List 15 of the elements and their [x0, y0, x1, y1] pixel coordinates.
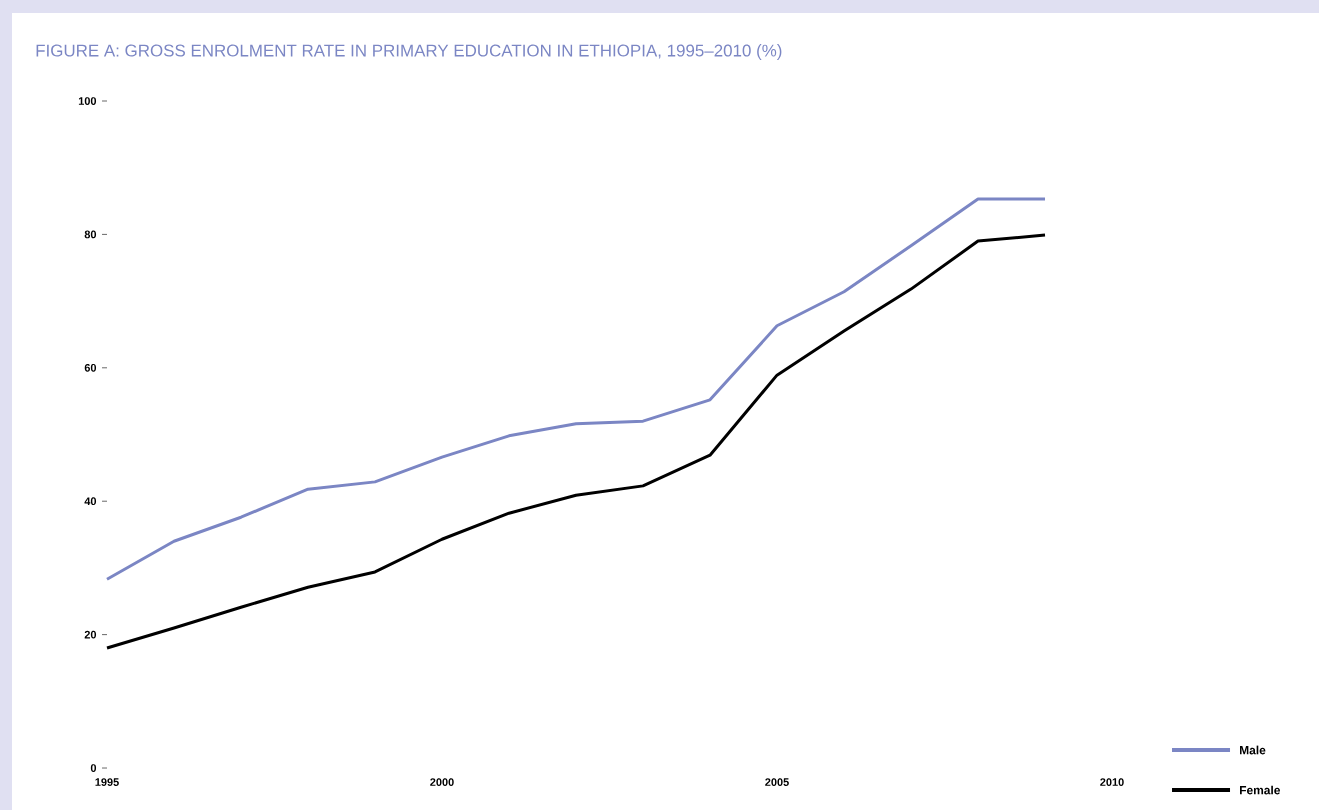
y-tick-label: 40 — [84, 497, 97, 506]
line-series — [105, 197, 1047, 581]
y-tick-label: 20 — [84, 630, 97, 639]
x-tick-label: 2010 — [1100, 778, 1124, 786]
y-tick-label: 80 — [84, 230, 97, 239]
x-tick-label: 2000 — [430, 778, 454, 786]
y-tick-label: 0 — [90, 764, 97, 772]
legend-label: Male — [1240, 745, 1266, 755]
x-tick-label: 1995 — [95, 778, 119, 786]
legend-label: Female — [1240, 785, 1280, 795]
x-tick-label: 2005 — [765, 778, 789, 786]
line-series — [105, 233, 1047, 650]
y-tick-label: 60 — [84, 363, 97, 372]
chart-title: FIGURE A: GROSS ENROLMENT RATE IN PRIMARY EDUCATION IN ETHIOPIA, 1995–2010 (%) — [36, 44, 782, 60]
y-tick-label: 100 — [78, 97, 97, 105]
